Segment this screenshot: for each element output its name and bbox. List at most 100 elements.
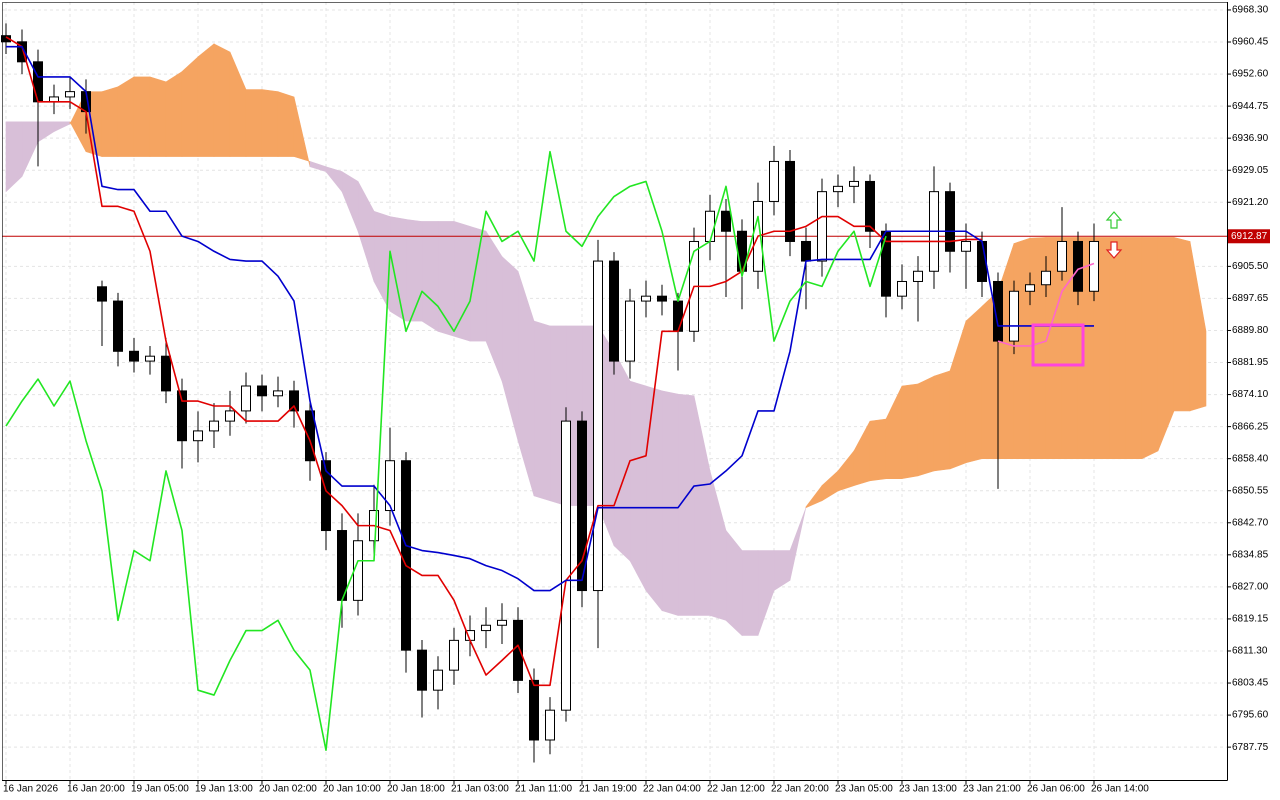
x-tick-label: 20 Jan 02:00 — [259, 784, 317, 795]
candle-body — [1073, 240, 1083, 292]
cloud-segment — [245, 89, 263, 157]
candle-body — [385, 460, 395, 512]
cloud-segment — [421, 221, 439, 332]
x-tick-label: 19 Jan 05:00 — [131, 784, 189, 795]
price-label: 6912.87 — [1231, 231, 1268, 242]
cloud-segment — [133, 76, 151, 157]
y-tick-label: 6960.45 — [1232, 37, 1269, 48]
candle-body — [417, 649, 427, 691]
cloud-segment — [213, 43, 231, 157]
candle-body — [113, 300, 123, 352]
x-tick-label: 16 Jan 20:00 — [67, 784, 125, 795]
x-tick-label: 19 Jan 13:00 — [195, 784, 253, 795]
cloud-segment — [741, 550, 759, 636]
candle-body — [17, 41, 27, 63]
cloud-segment — [869, 418, 887, 482]
plot-frame — [2, 2, 1228, 781]
cloud-segment — [405, 219, 423, 322]
candle-body — [337, 530, 347, 601]
candle-body — [769, 160, 779, 202]
candle-body — [129, 350, 139, 362]
candle-body — [497, 619, 507, 626]
candle-body — [961, 240, 971, 252]
cloud-segment — [1125, 237, 1143, 459]
x-tick-label: 26 Jan 14:00 — [1091, 784, 1149, 795]
y-tick-label: 6968.30 — [1232, 5, 1269, 16]
cloud-segment — [101, 86, 119, 157]
y-tick-label: 6811.30 — [1232, 646, 1268, 657]
candle-body — [1057, 240, 1067, 272]
x-tick-label: 21 Jan 19:00 — [579, 784, 637, 795]
cloud-segment — [645, 385, 663, 612]
candle-body — [641, 295, 651, 302]
candle-body — [193, 430, 203, 442]
candle-body — [33, 61, 43, 103]
candle-body — [1025, 284, 1035, 292]
y-tick-label: 6866.25 — [1232, 421, 1269, 432]
cloud-segment — [1013, 237, 1031, 459]
candle-body — [593, 260, 603, 592]
cloud-segment — [613, 351, 631, 562]
y-tick-label: 6834.85 — [1232, 549, 1269, 560]
candle-body — [721, 210, 731, 232]
y-tick-label: 6952.60 — [1232, 69, 1269, 80]
candle-body — [1041, 270, 1051, 286]
cloud-segment — [1141, 237, 1159, 460]
candle-body — [705, 210, 715, 242]
candle-body — [177, 390, 187, 442]
candle-body — [609, 260, 619, 362]
indicator-line — [5, 36, 982, 687]
cloud-segment — [453, 221, 471, 342]
candle-body — [65, 91, 75, 98]
indicator-line — [997, 262, 1095, 347]
y-tick-label: 6803.45 — [1232, 678, 1269, 689]
x-tick-label: 22 Jan 20:00 — [771, 784, 829, 795]
x-tick-label: 22 Jan 04:00 — [643, 784, 701, 795]
x-tick-label: 23 Jan 13:00 — [899, 784, 957, 795]
candle-body — [241, 385, 251, 412]
x-tick-label: 21 Jan 11:00 — [515, 784, 573, 795]
cloud-segment — [165, 71, 183, 157]
plot-layer — [1, 2, 1227, 780]
x-tick-label: 20 Jan 18:00 — [387, 784, 445, 795]
cloud-segment — [1189, 241, 1207, 412]
y-tick-label: 6819.15 — [1232, 614, 1269, 625]
y-tick-label: 6936.90 — [1232, 133, 1269, 144]
x-tick-label: 21 Jan 03:00 — [451, 784, 509, 795]
x-tick-label: 26 Jan 06:00 — [1027, 784, 1085, 795]
x-tick-label: 23 Jan 21:00 — [963, 784, 1021, 795]
cloud-segment — [965, 305, 983, 464]
candle-body — [849, 180, 859, 187]
x-tick-label: 20 Jan 10:00 — [323, 784, 381, 795]
up-arrow — [1105, 211, 1123, 229]
candle-body — [289, 390, 299, 412]
candle-body — [97, 286, 107, 302]
price-label-box — [1228, 229, 1270, 244]
candle-body — [785, 160, 795, 242]
candle-body — [401, 460, 411, 651]
cloud-segment — [933, 370, 951, 472]
candle-body — [145, 355, 155, 362]
y-tick-label: 6827.00 — [1232, 582, 1269, 593]
candle-body — [209, 420, 219, 432]
down-arrow — [1105, 241, 1123, 259]
candle-body — [529, 679, 539, 741]
y-tick-label: 6897.65 — [1232, 293, 1269, 304]
candle-body — [801, 240, 811, 262]
candle-body — [865, 180, 875, 232]
candle-body — [513, 619, 523, 681]
cloud-segment — [1173, 236, 1191, 412]
cloud-segment — [117, 76, 135, 157]
candle-body — [657, 295, 667, 302]
cloud-segment — [901, 383, 919, 480]
highlight-box — [1031, 323, 1085, 367]
candle-body — [257, 385, 267, 397]
cloud-segment — [149, 76, 167, 157]
candle-body — [433, 669, 443, 691]
cloud-segment — [197, 43, 215, 157]
candle-body — [161, 355, 171, 392]
candle-body — [897, 280, 907, 297]
cloud-segment — [277, 91, 295, 157]
y-tick-label: 6905.50 — [1232, 261, 1269, 272]
